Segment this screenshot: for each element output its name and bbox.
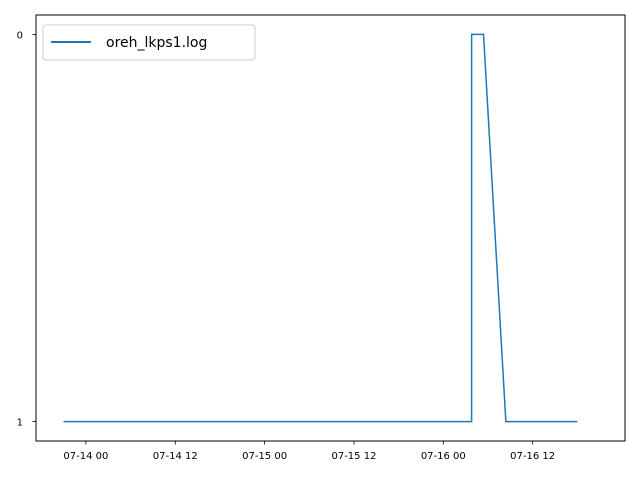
y-tick-label: 0 xyxy=(17,30,23,41)
x-tick-label: 07-15 12 xyxy=(331,451,376,462)
x-axis-ticks: 07-14 00 07-14 12 07-15 00 07-15 12 07-16 00… xyxy=(63,441,555,462)
x-tick-label: 07-16 12 xyxy=(510,451,555,462)
y-tick-label: 1 xyxy=(17,418,23,429)
x-tick-label: 07-15 00 xyxy=(242,451,287,462)
legend: oreh_lkps1.log xyxy=(42,24,256,61)
series-line xyxy=(63,33,578,423)
x-tick-label: 07-14 00 xyxy=(63,451,108,462)
series-layer xyxy=(63,33,578,423)
x-tick-label: 07-16 00 xyxy=(421,451,466,462)
legend-label: oreh_lkps1.log xyxy=(106,35,207,51)
plot-frame xyxy=(35,14,626,442)
y-axis-ticks: 01 xyxy=(17,30,36,429)
x-tick-label: 07-14 12 xyxy=(153,451,198,462)
legend-box xyxy=(42,24,256,61)
